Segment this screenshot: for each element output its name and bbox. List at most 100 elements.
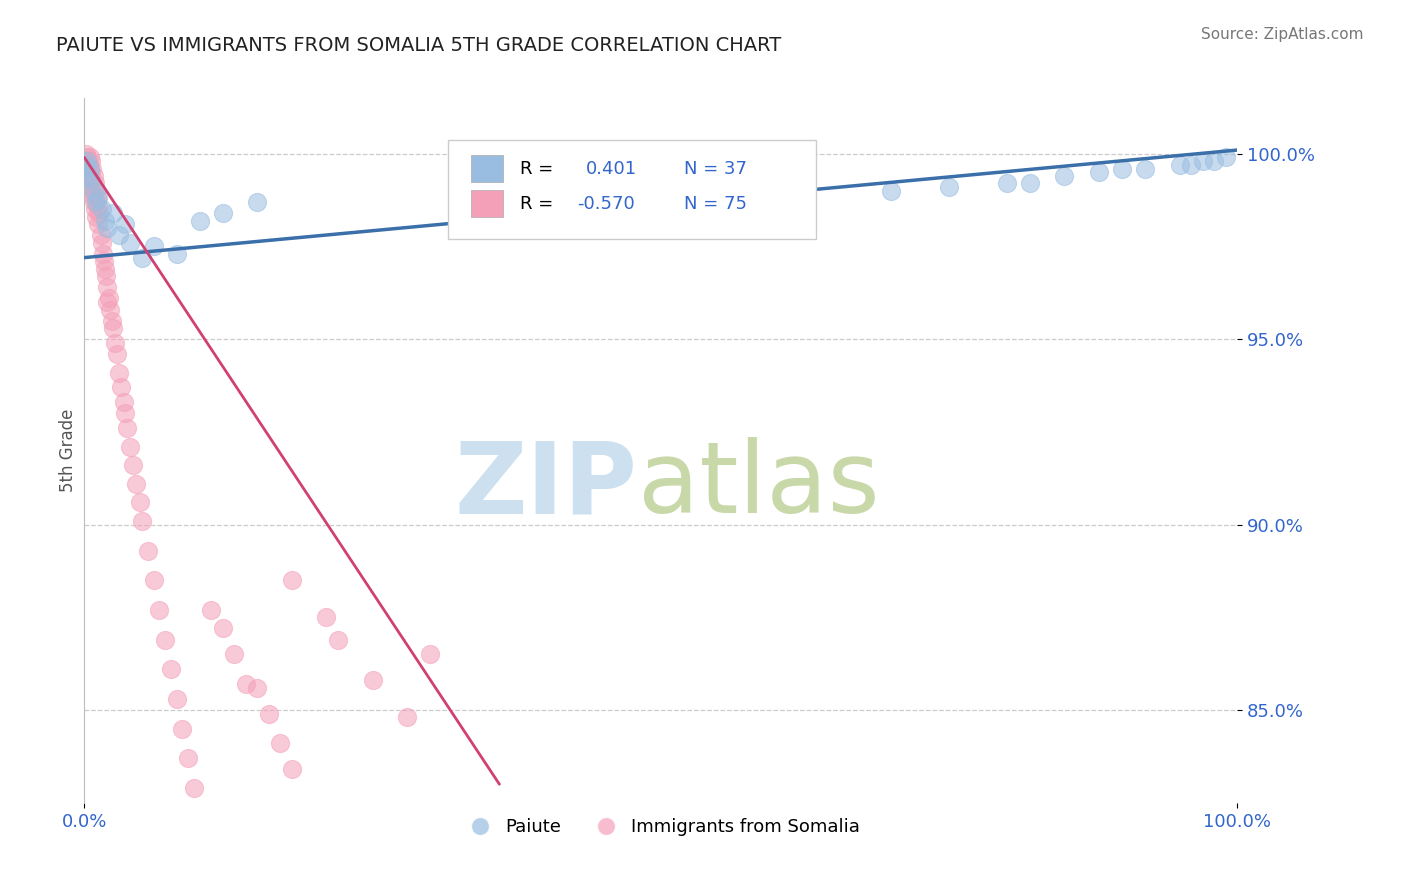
Point (94, 261, 117, 276)
Point (1180, 158, 1202, 172)
Text: 0.401: 0.401 (586, 160, 637, 178)
Y-axis label: 5th Grade: 5th Grade (59, 409, 77, 492)
Legend: Paiute, Immigrants from Somalia: Paiute, Immigrants from Somalia (454, 811, 868, 843)
Point (269, 736, 291, 750)
Point (77, 158, 100, 172)
Point (75, 158, 97, 172)
Point (315, 610, 337, 624)
Point (115, 421, 138, 435)
Point (96, 295, 118, 310)
Text: N = 37: N = 37 (683, 160, 747, 178)
Bar (471, 155, 503, 182)
Point (246, 681, 269, 695)
Point (94, 213, 117, 227)
Point (396, 710, 419, 724)
Point (1133, 161, 1156, 176)
Point (160, 662, 183, 676)
Text: R =: R = (520, 194, 554, 213)
Text: -0.570: -0.570 (576, 194, 634, 213)
Point (84, 210, 107, 224)
Text: atlas: atlas (638, 437, 879, 534)
Point (96, 269, 118, 284)
Point (97, 292, 120, 306)
Point (995, 177, 1018, 191)
Point (80, 172, 103, 186)
Point (98, 302, 121, 317)
Text: N = 75: N = 75 (683, 194, 747, 213)
Point (79, 165, 101, 179)
Point (83, 202, 105, 217)
Point (75, 169, 97, 183)
Point (108, 228, 131, 243)
Point (91, 247, 114, 261)
Point (361, 673, 384, 688)
Point (1168, 158, 1191, 172)
Point (93, 254, 115, 268)
Point (246, 194, 269, 209)
Point (110, 380, 132, 394)
Point (76, 151, 98, 165)
Point (166, 692, 188, 706)
Point (105, 347, 128, 361)
Point (166, 247, 188, 261)
Point (75, 158, 97, 172)
Text: PAIUTE VS IMMIGRANTS FROM SOMALIA 5TH GRADE CORRELATION CHART: PAIUTE VS IMMIGRANTS FROM SOMALIA 5TH GR… (56, 36, 782, 54)
Point (257, 706, 280, 721)
Point (82, 161, 104, 176)
Point (87, 217, 110, 231)
Point (89, 206, 111, 220)
Point (76, 169, 98, 183)
Point (326, 632, 349, 647)
Point (96, 221, 118, 235)
Point (188, 213, 211, 227)
Point (1088, 165, 1111, 179)
Point (120, 440, 142, 454)
Point (79, 161, 101, 176)
FancyBboxPatch shape (447, 140, 817, 239)
Point (76, 169, 98, 183)
Point (1204, 154, 1226, 169)
Point (121, 458, 143, 473)
Text: Source: ZipAtlas.com: Source: ZipAtlas.com (1201, 27, 1364, 42)
Point (211, 622, 233, 636)
Point (103, 206, 124, 220)
Point (224, 648, 246, 662)
Point (76, 161, 98, 176)
Point (131, 251, 153, 265)
Point (104, 335, 127, 350)
Text: R =: R = (520, 160, 554, 178)
Point (1053, 169, 1076, 183)
Point (77, 180, 100, 194)
Point (114, 217, 136, 231)
Point (96, 280, 118, 294)
Point (188, 811, 211, 825)
Point (177, 751, 200, 765)
Point (83, 184, 105, 198)
Point (880, 184, 903, 198)
Point (1191, 154, 1213, 169)
Point (142, 574, 165, 588)
Point (120, 235, 142, 250)
Text: ZIP: ZIP (456, 437, 638, 534)
Point (153, 632, 176, 647)
Point (200, 603, 222, 617)
Point (211, 206, 233, 220)
Point (76, 154, 98, 169)
Point (419, 648, 441, 662)
Point (114, 406, 136, 420)
Point (82, 187, 104, 202)
Point (83, 177, 105, 191)
Point (90, 202, 112, 217)
Point (75, 146, 97, 161)
Point (84, 194, 107, 209)
Point (112, 395, 135, 409)
Point (125, 476, 148, 491)
Point (84, 184, 107, 198)
Point (76, 177, 98, 191)
Point (281, 763, 304, 777)
Point (103, 321, 124, 335)
Point (83, 169, 105, 183)
Point (938, 180, 960, 194)
Point (87, 199, 110, 213)
Point (136, 543, 159, 558)
